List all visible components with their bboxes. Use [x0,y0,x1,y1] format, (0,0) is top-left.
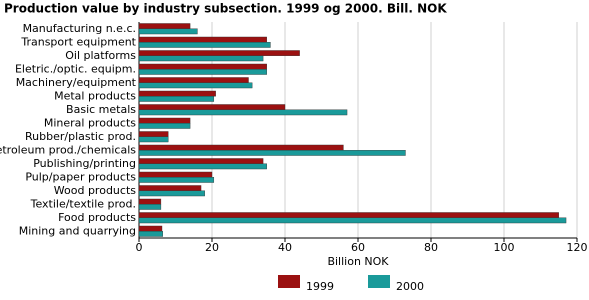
bar [138,217,567,224]
bar [138,28,198,35]
bar [138,185,202,191]
y-tick-label: Metal products [54,89,136,102]
bar [138,23,191,29]
bar [138,50,300,56]
bar [138,104,286,110]
x-tick-label: 120 [567,241,588,254]
bar [138,144,344,151]
bar [138,212,559,218]
legend-label: 1999 [306,280,334,293]
x-tick-label: 40 [278,241,292,254]
bar [138,204,162,210]
bar [138,158,264,164]
x-tick-label: 100 [494,241,515,254]
y-tick-label: Pulp/paper products [25,170,136,183]
x-axis-label: Billion NOK [327,255,389,268]
bar [138,198,162,205]
y-tick-label: Oil platforms [65,49,136,62]
bar [138,55,264,62]
y-tick-label: Mineral products [44,116,136,129]
bar [138,109,348,116]
bar [138,36,267,43]
x-tick-label: 20 [205,241,219,254]
y-tick-label: Food products [58,211,136,224]
bar [138,63,267,70]
bar [138,231,163,237]
y-tick-label: Rubber/plastic prod. [25,130,136,143]
bar [138,190,205,197]
y-tick-label: Publishing/printing [33,157,136,170]
bar [138,117,191,124]
legend-swatch [278,275,300,288]
x-tick-label: 0 [136,241,143,254]
bar [138,90,216,97]
legend-label: 2000 [396,280,424,293]
y-tick-label: Wood products [54,184,136,197]
y-tick-label: Petroleum prod./chemicals [0,143,136,156]
bar [138,82,253,89]
bar [138,150,406,156]
bar [138,225,163,232]
bar [138,131,169,137]
y-tick-label: Transport equipment [20,35,136,48]
bar [138,123,191,129]
x-tick-label: 80 [424,241,438,254]
y-tick-label: Textile/textile prod. [30,197,136,210]
bar [138,96,215,102]
y-tick-label: Mining and quarrying [19,224,136,237]
bar [138,163,267,170]
y-tick-label: Machinery/equipment [16,76,137,89]
bar [138,171,213,178]
y-tick-label: Basic metals [66,103,136,116]
x-tick-label: 60 [351,241,365,254]
bar [138,42,271,48]
y-tick-label: Manufacturing n.e.c. [23,22,136,35]
bar [138,177,215,183]
bar [138,69,267,75]
chart-title: Production value by industry subsection.… [4,2,447,16]
y-tick-label: Eletric./optic. equipm. [15,62,136,75]
bar [138,136,169,143]
bar [138,77,249,83]
legend-swatch [368,275,390,288]
